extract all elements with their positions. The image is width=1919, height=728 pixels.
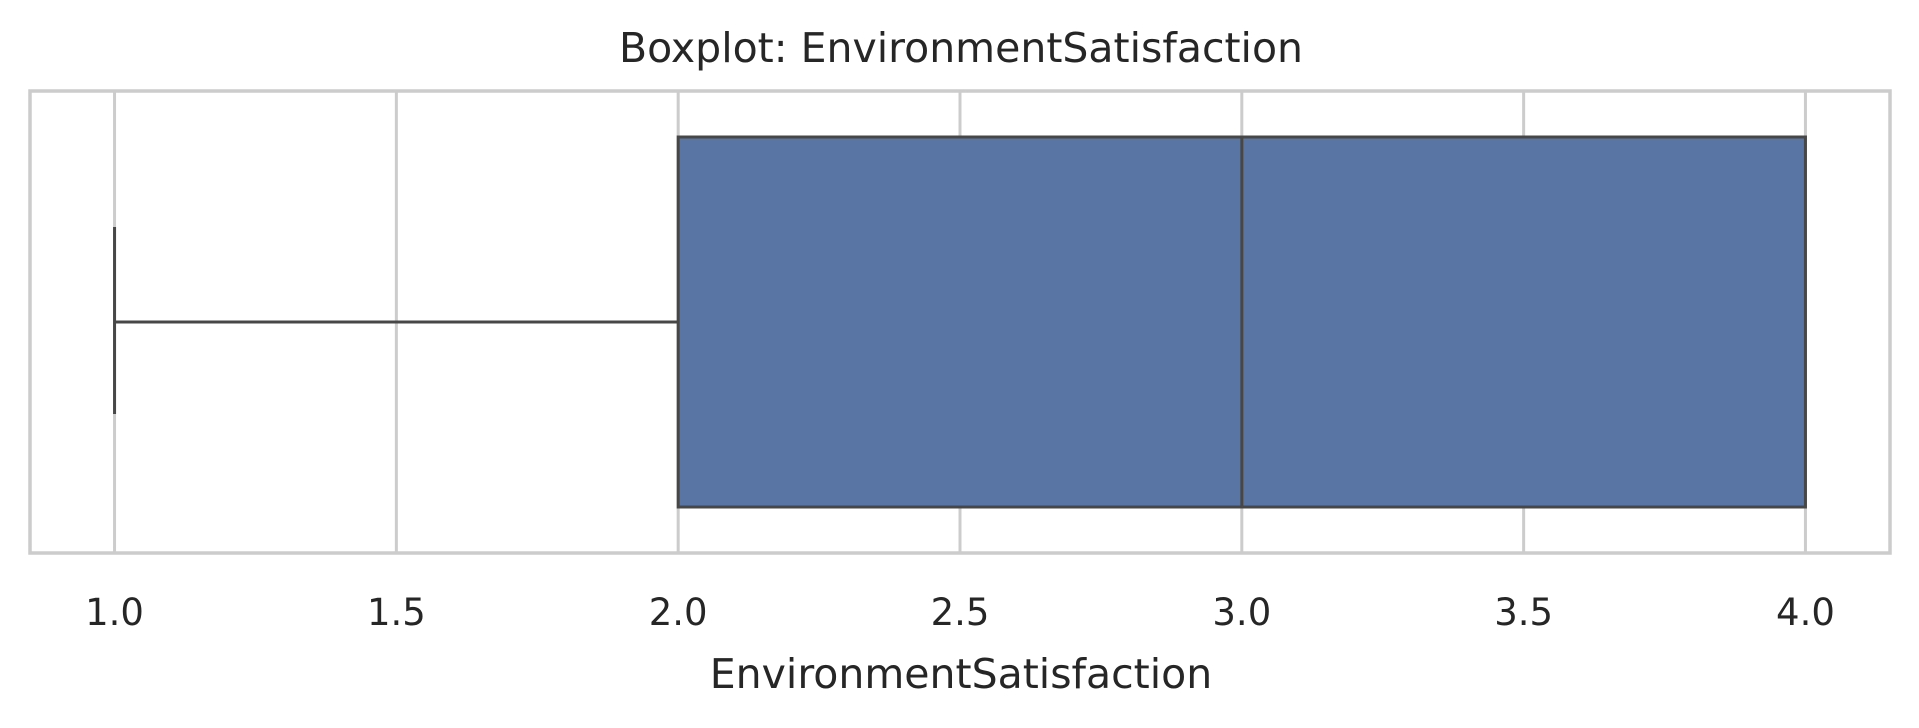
x-tick-label-5: 3.5	[1494, 591, 1553, 634]
chart-title: Boxplot: EnvironmentSatisfaction	[619, 24, 1303, 72]
x-tick-label-3: 2.5	[931, 591, 990, 634]
x-tick-label-4: 3.0	[1212, 591, 1271, 634]
plot-frame	[28, 89, 1892, 555]
x-axis-label: EnvironmentSatisfaction	[710, 650, 1212, 698]
x-tick-labels: 1.0 1.5 2.0 2.5 3.0 3.5 4.0	[85, 591, 1835, 634]
x-tick-label-1: 1.5	[367, 591, 426, 634]
box-series	[113, 135, 1807, 509]
x-tick-label-6: 4.0	[1776, 591, 1835, 634]
x-tick-label-0: 1.0	[85, 591, 144, 634]
x-tick-label-2: 2.0	[649, 591, 708, 634]
